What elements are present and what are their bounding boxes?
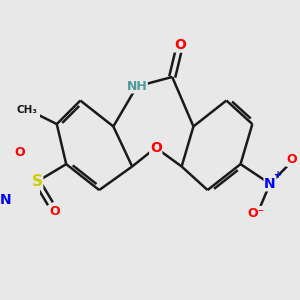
Text: NH: NH: [127, 80, 147, 93]
Text: CH₃: CH₃: [17, 105, 38, 115]
Text: O: O: [50, 205, 60, 218]
Text: O: O: [14, 146, 25, 159]
Text: N: N: [0, 194, 11, 208]
Text: O: O: [174, 38, 186, 52]
Text: +: +: [274, 170, 283, 180]
Text: O: O: [286, 153, 297, 166]
Text: N: N: [264, 177, 276, 191]
Text: O: O: [150, 141, 162, 154]
Text: O⁻: O⁻: [248, 206, 265, 220]
Text: S: S: [32, 174, 43, 189]
